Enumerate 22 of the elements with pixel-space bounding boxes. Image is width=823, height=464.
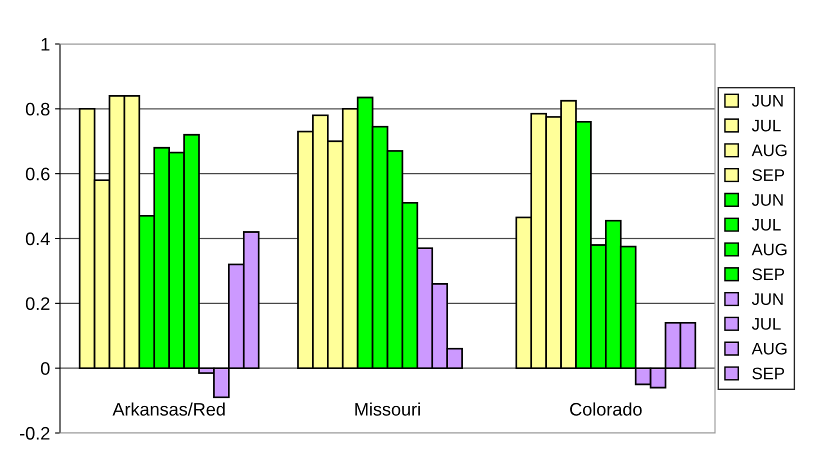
y-tick-label: 0.6 [26, 168, 50, 180]
legend-label: JUL [752, 218, 781, 231]
x-tick-label: Colorado [570, 402, 642, 416]
legend-label: JUL [752, 318, 781, 330]
legend-label: JUN [752, 95, 783, 107]
legend-label: AUG [752, 342, 786, 355]
legend-label: JUN [752, 293, 783, 305]
legend-label: SEP [752, 368, 784, 380]
y-tick-label: -0.2 [20, 426, 50, 440]
x-tick-label: Missouri [355, 402, 420, 416]
legend-label: JUN [752, 194, 783, 206]
y-tick-label: 0 [40, 362, 50, 375]
legend-label: SEP [752, 169, 784, 182]
y-tick-label: 0.4 [26, 232, 50, 246]
legend-label: JUL [752, 120, 781, 132]
legend-label: AUG [752, 144, 786, 156]
y-tick-label: 0.2 [26, 297, 50, 310]
legend-label: AUG [752, 244, 786, 256]
y-tick-label: 1 [42, 38, 50, 51]
x-tick-label: Arkansas/Red [112, 402, 225, 416]
legend-label: SEP [752, 268, 784, 280]
y-tick-label: 0.8 [26, 102, 50, 116]
